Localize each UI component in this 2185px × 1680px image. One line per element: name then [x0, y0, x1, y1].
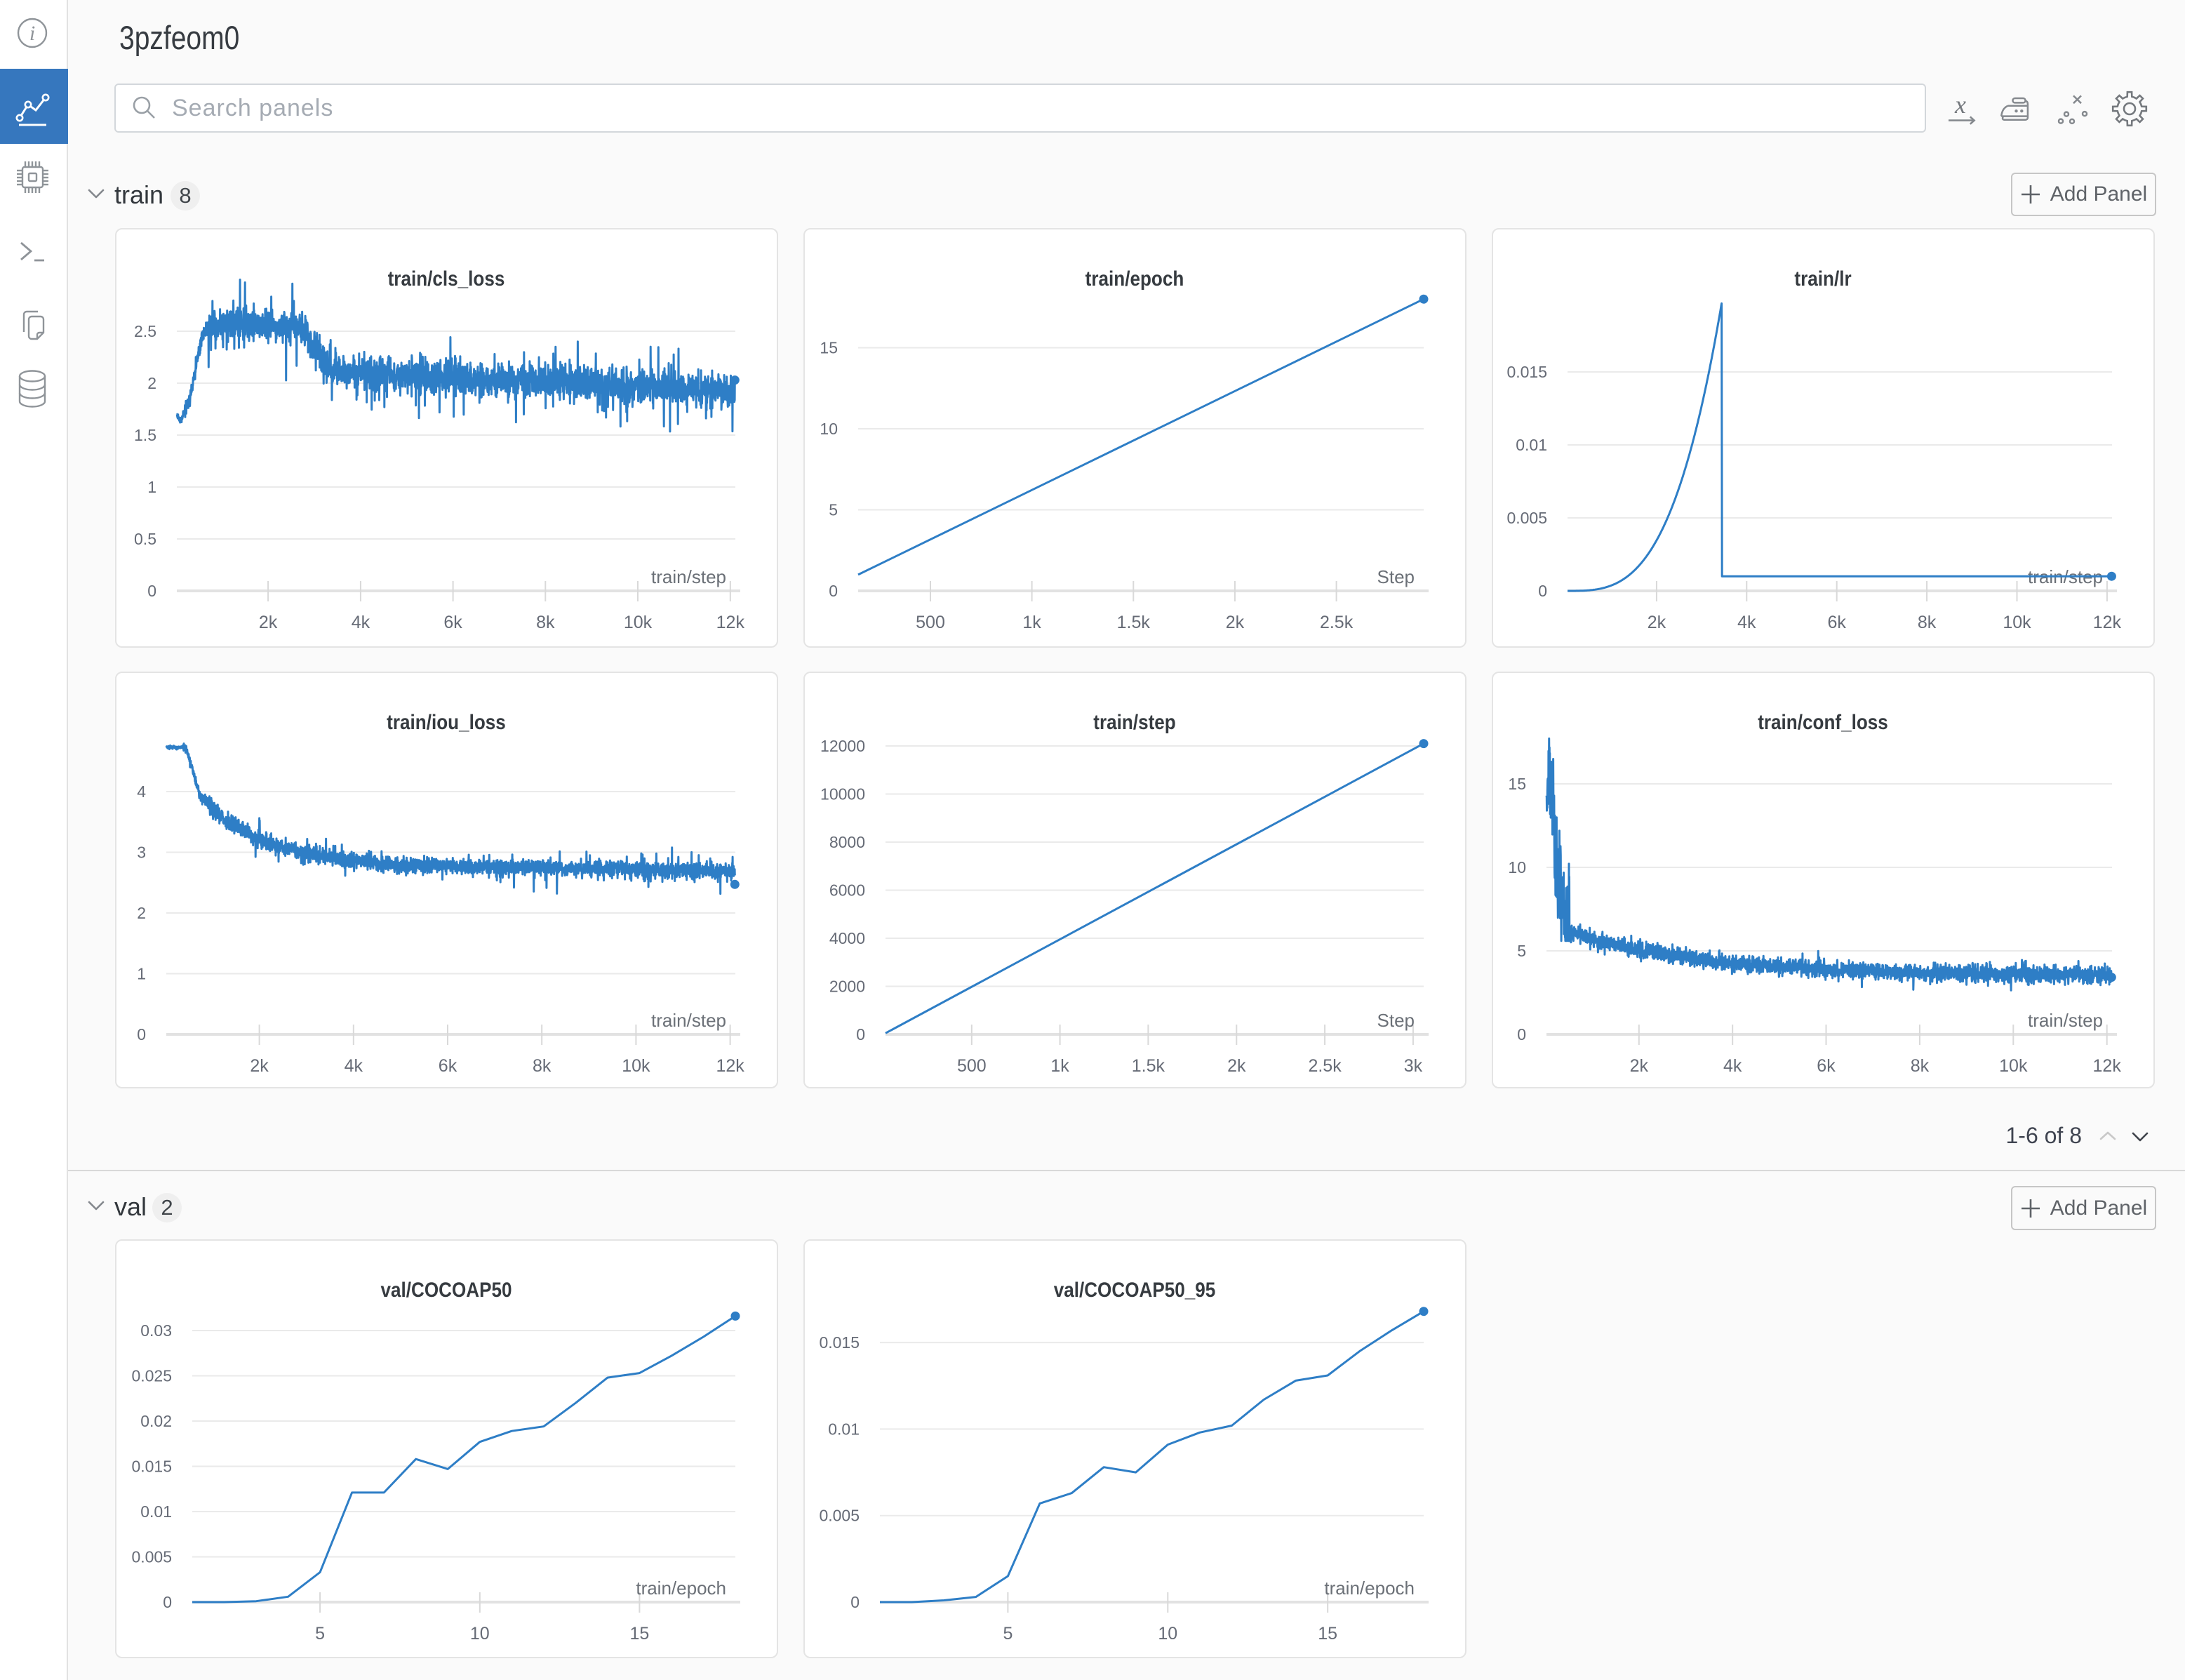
- svg-text:2k: 2k: [250, 1056, 269, 1076]
- svg-text:4000: 4000: [829, 929, 865, 947]
- svg-text:2000: 2000: [829, 978, 865, 996]
- svg-text:0.02: 0.02: [140, 1412, 172, 1430]
- svg-text:5: 5: [1517, 942, 1526, 960]
- svg-text:4k: 4k: [352, 613, 370, 632]
- svg-text:train/epoch: train/epoch: [1324, 1578, 1415, 1599]
- svg-text:Step: Step: [1377, 1010, 1415, 1031]
- svg-text:8000: 8000: [829, 833, 865, 851]
- svg-text:1k: 1k: [1050, 1056, 1069, 1076]
- svg-text:6k: 6k: [443, 613, 462, 632]
- svg-text:10k: 10k: [622, 1056, 650, 1076]
- svg-text:train/step: train/step: [2028, 1010, 2103, 1031]
- svg-text:train/cls_loss: train/cls_loss: [388, 267, 505, 290]
- svg-text:0: 0: [163, 1593, 172, 1611]
- svg-text:Step: Step: [1377, 566, 1415, 587]
- svg-text:10: 10: [1158, 1624, 1177, 1644]
- svg-text:0: 0: [829, 582, 838, 600]
- svg-text:2.5k: 2.5k: [1320, 613, 1354, 632]
- svg-text:train/conf_loss: train/conf_loss: [1758, 710, 1888, 733]
- svg-text:val/COCOAP50_95: val/COCOAP50_95: [1054, 1278, 1216, 1301]
- svg-text:4: 4: [137, 782, 146, 801]
- svg-text:6k: 6k: [439, 1056, 457, 1076]
- svg-text:0.5: 0.5: [134, 530, 156, 548]
- svg-text:5: 5: [315, 1624, 325, 1644]
- svg-text:3: 3: [137, 844, 146, 862]
- svg-text:15: 15: [629, 1624, 649, 1644]
- svg-text:1.5: 1.5: [134, 426, 156, 444]
- svg-text:6k: 6k: [1827, 613, 1846, 632]
- svg-text:i: i: [29, 22, 35, 45]
- svg-text:0.015: 0.015: [819, 1333, 860, 1352]
- svg-text:0.005: 0.005: [131, 1548, 172, 1566]
- svg-text:4k: 4k: [345, 1056, 363, 1076]
- svg-text:8k: 8k: [533, 1056, 552, 1076]
- svg-text:train/step: train/step: [651, 1010, 726, 1031]
- svg-text:0: 0: [850, 1593, 860, 1611]
- svg-text:x: x: [1954, 91, 1966, 119]
- svg-text:10000: 10000: [820, 785, 865, 804]
- svg-text:train/lr: train/lr: [1794, 267, 1851, 290]
- svg-text:2k: 2k: [1630, 1056, 1649, 1076]
- svg-text:10k: 10k: [624, 613, 653, 632]
- svg-text:2k: 2k: [1226, 613, 1245, 632]
- svg-text:0: 0: [1538, 582, 1547, 600]
- svg-text:2k: 2k: [1648, 613, 1666, 632]
- svg-text:10: 10: [820, 420, 838, 438]
- svg-text:0.01: 0.01: [140, 1502, 172, 1521]
- svg-text:10: 10: [1508, 858, 1526, 876]
- svg-text:2: 2: [137, 904, 146, 922]
- svg-text:15: 15: [1318, 1624, 1337, 1644]
- svg-text:1: 1: [137, 965, 146, 983]
- svg-text:1.5k: 1.5k: [1117, 613, 1151, 632]
- svg-text:train/step: train/step: [1093, 710, 1175, 733]
- svg-text:5: 5: [829, 501, 838, 519]
- svg-text:500: 500: [916, 613, 945, 632]
- svg-text:6000: 6000: [829, 881, 865, 900]
- svg-text:4k: 4k: [1737, 613, 1756, 632]
- svg-text:15: 15: [820, 339, 838, 357]
- svg-text:train/iou_loss: train/iou_loss: [387, 710, 506, 733]
- svg-text:12k: 12k: [2093, 1056, 2122, 1076]
- svg-text:train/epoch: train/epoch: [636, 1578, 726, 1599]
- svg-text:2: 2: [147, 374, 156, 392]
- svg-text:1k: 1k: [1022, 613, 1041, 632]
- svg-text:10: 10: [470, 1624, 490, 1644]
- svg-text:0: 0: [147, 582, 156, 600]
- svg-text:12k: 12k: [2093, 613, 2122, 632]
- svg-text:10k: 10k: [2003, 613, 2031, 632]
- svg-text:2k: 2k: [1227, 1056, 1246, 1076]
- svg-text:12k: 12k: [716, 613, 745, 632]
- svg-text:train/step: train/step: [651, 566, 726, 587]
- svg-text:8k: 8k: [536, 613, 555, 632]
- svg-text:12k: 12k: [716, 1056, 744, 1076]
- svg-text:2k: 2k: [259, 613, 278, 632]
- svg-text:12000: 12000: [820, 737, 865, 755]
- svg-text:0.015: 0.015: [131, 1458, 172, 1476]
- svg-text:0: 0: [856, 1025, 865, 1044]
- svg-text:0.005: 0.005: [819, 1507, 860, 1525]
- svg-text:500: 500: [957, 1056, 987, 1076]
- svg-text:5: 5: [1003, 1624, 1013, 1644]
- svg-text:1.5k: 1.5k: [1132, 1056, 1165, 1076]
- svg-text:0.03: 0.03: [140, 1321, 172, 1340]
- svg-text:0.015: 0.015: [1506, 363, 1547, 381]
- svg-text:0.005: 0.005: [1506, 509, 1547, 527]
- svg-text:10k: 10k: [1999, 1056, 2028, 1076]
- svg-text:0: 0: [137, 1025, 146, 1044]
- svg-text:4k: 4k: [1723, 1056, 1742, 1076]
- svg-text:8k: 8k: [1918, 613, 1937, 632]
- svg-text:2.5: 2.5: [134, 322, 156, 340]
- svg-text:8k: 8k: [1911, 1056, 1930, 1076]
- svg-text:3k: 3k: [1404, 1056, 1423, 1076]
- svg-text:0.01: 0.01: [1516, 436, 1547, 454]
- svg-text:15: 15: [1508, 775, 1526, 793]
- svg-text:0.025: 0.025: [131, 1367, 172, 1385]
- svg-text:1: 1: [147, 478, 156, 496]
- svg-text:0: 0: [1517, 1025, 1526, 1044]
- svg-text:2.5k: 2.5k: [1308, 1056, 1342, 1076]
- svg-text:val/COCOAP50: val/COCOAP50: [380, 1278, 512, 1301]
- svg-text:6k: 6k: [1817, 1056, 1836, 1076]
- svg-text:0.01: 0.01: [828, 1420, 860, 1438]
- svg-text:train/epoch: train/epoch: [1085, 267, 1184, 290]
